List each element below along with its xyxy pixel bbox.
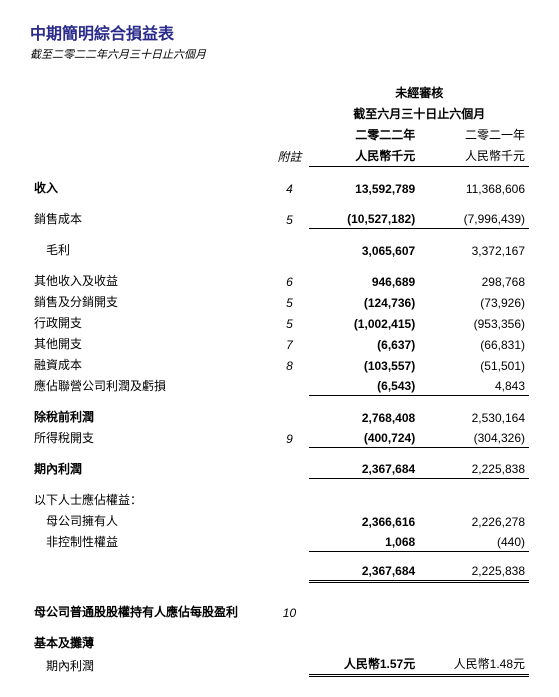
note-header: 附註 — [270, 145, 310, 167]
cy-unit: 人民幣千元 — [309, 145, 419, 167]
period-label: 截至六月三十日止六個月 — [309, 103, 529, 124]
header-units: 附註 人民幣千元 人民幣千元 — [30, 145, 529, 167]
row-attributable-header: 以下人士應佔權益： — [30, 489, 529, 510]
py-unit: 人民幣千元 — [419, 145, 529, 167]
row-profit-period: 期內利潤 2,367,684 2,225,838 — [30, 458, 529, 479]
row-other-income: 其他收入及收益 6 946,689 298,768 — [30, 270, 529, 291]
row-profit-before-tax: 除稅前利潤 2,768,408 2,530,164 — [30, 406, 529, 427]
row-admin-expenses: 行政開支 5 (1,002,415) (953,356) — [30, 312, 529, 333]
row-eps-value: 期內利潤 人民幣1.57元 人民幣1.48元 — [30, 653, 529, 676]
row-total-attributable: 2,367,684 2,225,838 — [30, 562, 529, 582]
row-associates: 應佔聯營公司利潤及虧損 (6,543) 4,843 — [30, 375, 529, 396]
page-subtitle: 截至二零二二年六月三十日止六個月 — [30, 46, 529, 62]
row-nci: 非控制性權益 1,068 (440) — [30, 531, 529, 552]
row-basic-diluted-label: 基本及攤薄 — [30, 632, 529, 653]
header-period: 截至六月三十日止六個月 — [30, 103, 529, 124]
row-finance-costs: 融資成本 8 (103,557) (51,501) — [30, 354, 529, 375]
row-eps-header: 母公司普通股股權持有人應佔每股盈利 10 — [30, 601, 529, 622]
row-tax: 所得稅開支 9 (400,724) (304,326) — [30, 427, 529, 448]
row-owners: 母公司擁有人 2,366,616 2,226,278 — [30, 510, 529, 531]
unaudited-label: 未經審核 — [309, 82, 529, 103]
py-year: 二零二一年 — [419, 124, 529, 145]
row-cost-of-sales: 銷售成本 5 (10,527,182) (7,996,439) — [30, 208, 529, 229]
cy-year: 二零二二年 — [309, 124, 419, 145]
row-selling-expenses: 銷售及分銷開支 5 (124,736) (73,926) — [30, 291, 529, 312]
row-revenue: 收入 4 13,592,789 11,368,606 — [30, 177, 529, 198]
income-statement-table: 未經審核 截至六月三十日止六個月 二零二二年 二零二一年 附註 人民幣千元 人民… — [30, 82, 529, 677]
page-title: 中期簡明綜合損益表 — [30, 20, 529, 44]
row-gross-profit: 毛利 3,065,607 3,372,167 — [30, 239, 529, 260]
row-other-expenses: 其他開支 7 (6,637) (66,831) — [30, 333, 529, 354]
header-unaudited: 未經審核 — [30, 82, 529, 103]
header-years: 二零二二年 二零二一年 — [30, 124, 529, 145]
